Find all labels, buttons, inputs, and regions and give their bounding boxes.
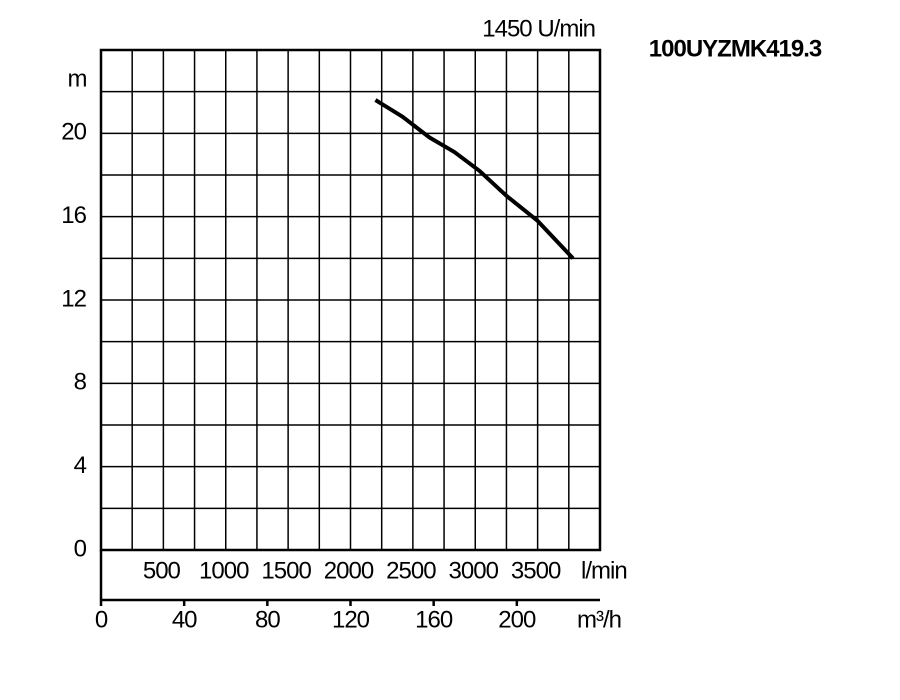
x-tick-label: 0	[95, 606, 108, 633]
x2-axis-label: l/min	[581, 557, 627, 584]
y-tick-label: 8	[74, 369, 87, 396]
x2-tick-label: 2000	[324, 557, 374, 584]
x2-tick-label: 3500	[511, 557, 561, 584]
x-tick-label: 160	[415, 606, 453, 633]
performance-curve	[374, 98, 575, 260]
x-tick-label: 80	[255, 606, 280, 633]
x2-tick-label: 2500	[386, 557, 436, 584]
plot-frame	[99, 48, 602, 552]
x-tick-label: 120	[332, 606, 370, 633]
y-axis-label: m	[68, 65, 87, 92]
y-tick-label: 12	[61, 285, 86, 312]
y-tick-label: 4	[74, 452, 87, 479]
x-tick-label: 40	[172, 606, 197, 633]
y-tick-label: 16	[61, 202, 86, 229]
x2-tick-label: 1000	[199, 557, 249, 584]
x2-tick-label: 3000	[449, 557, 499, 584]
x2-tick-label: 1500	[261, 557, 311, 584]
y-tick-label: 0	[74, 535, 87, 562]
x2-tick-label: 500	[143, 557, 181, 584]
chart-subtitle: 1450 U/min	[482, 15, 595, 42]
y-tick-label: 20	[61, 119, 86, 146]
x-tick-label: 200	[498, 606, 536, 633]
x-axis-label: m³/h	[577, 606, 621, 633]
chart-title: 100UYZMK419.3	[649, 35, 822, 62]
